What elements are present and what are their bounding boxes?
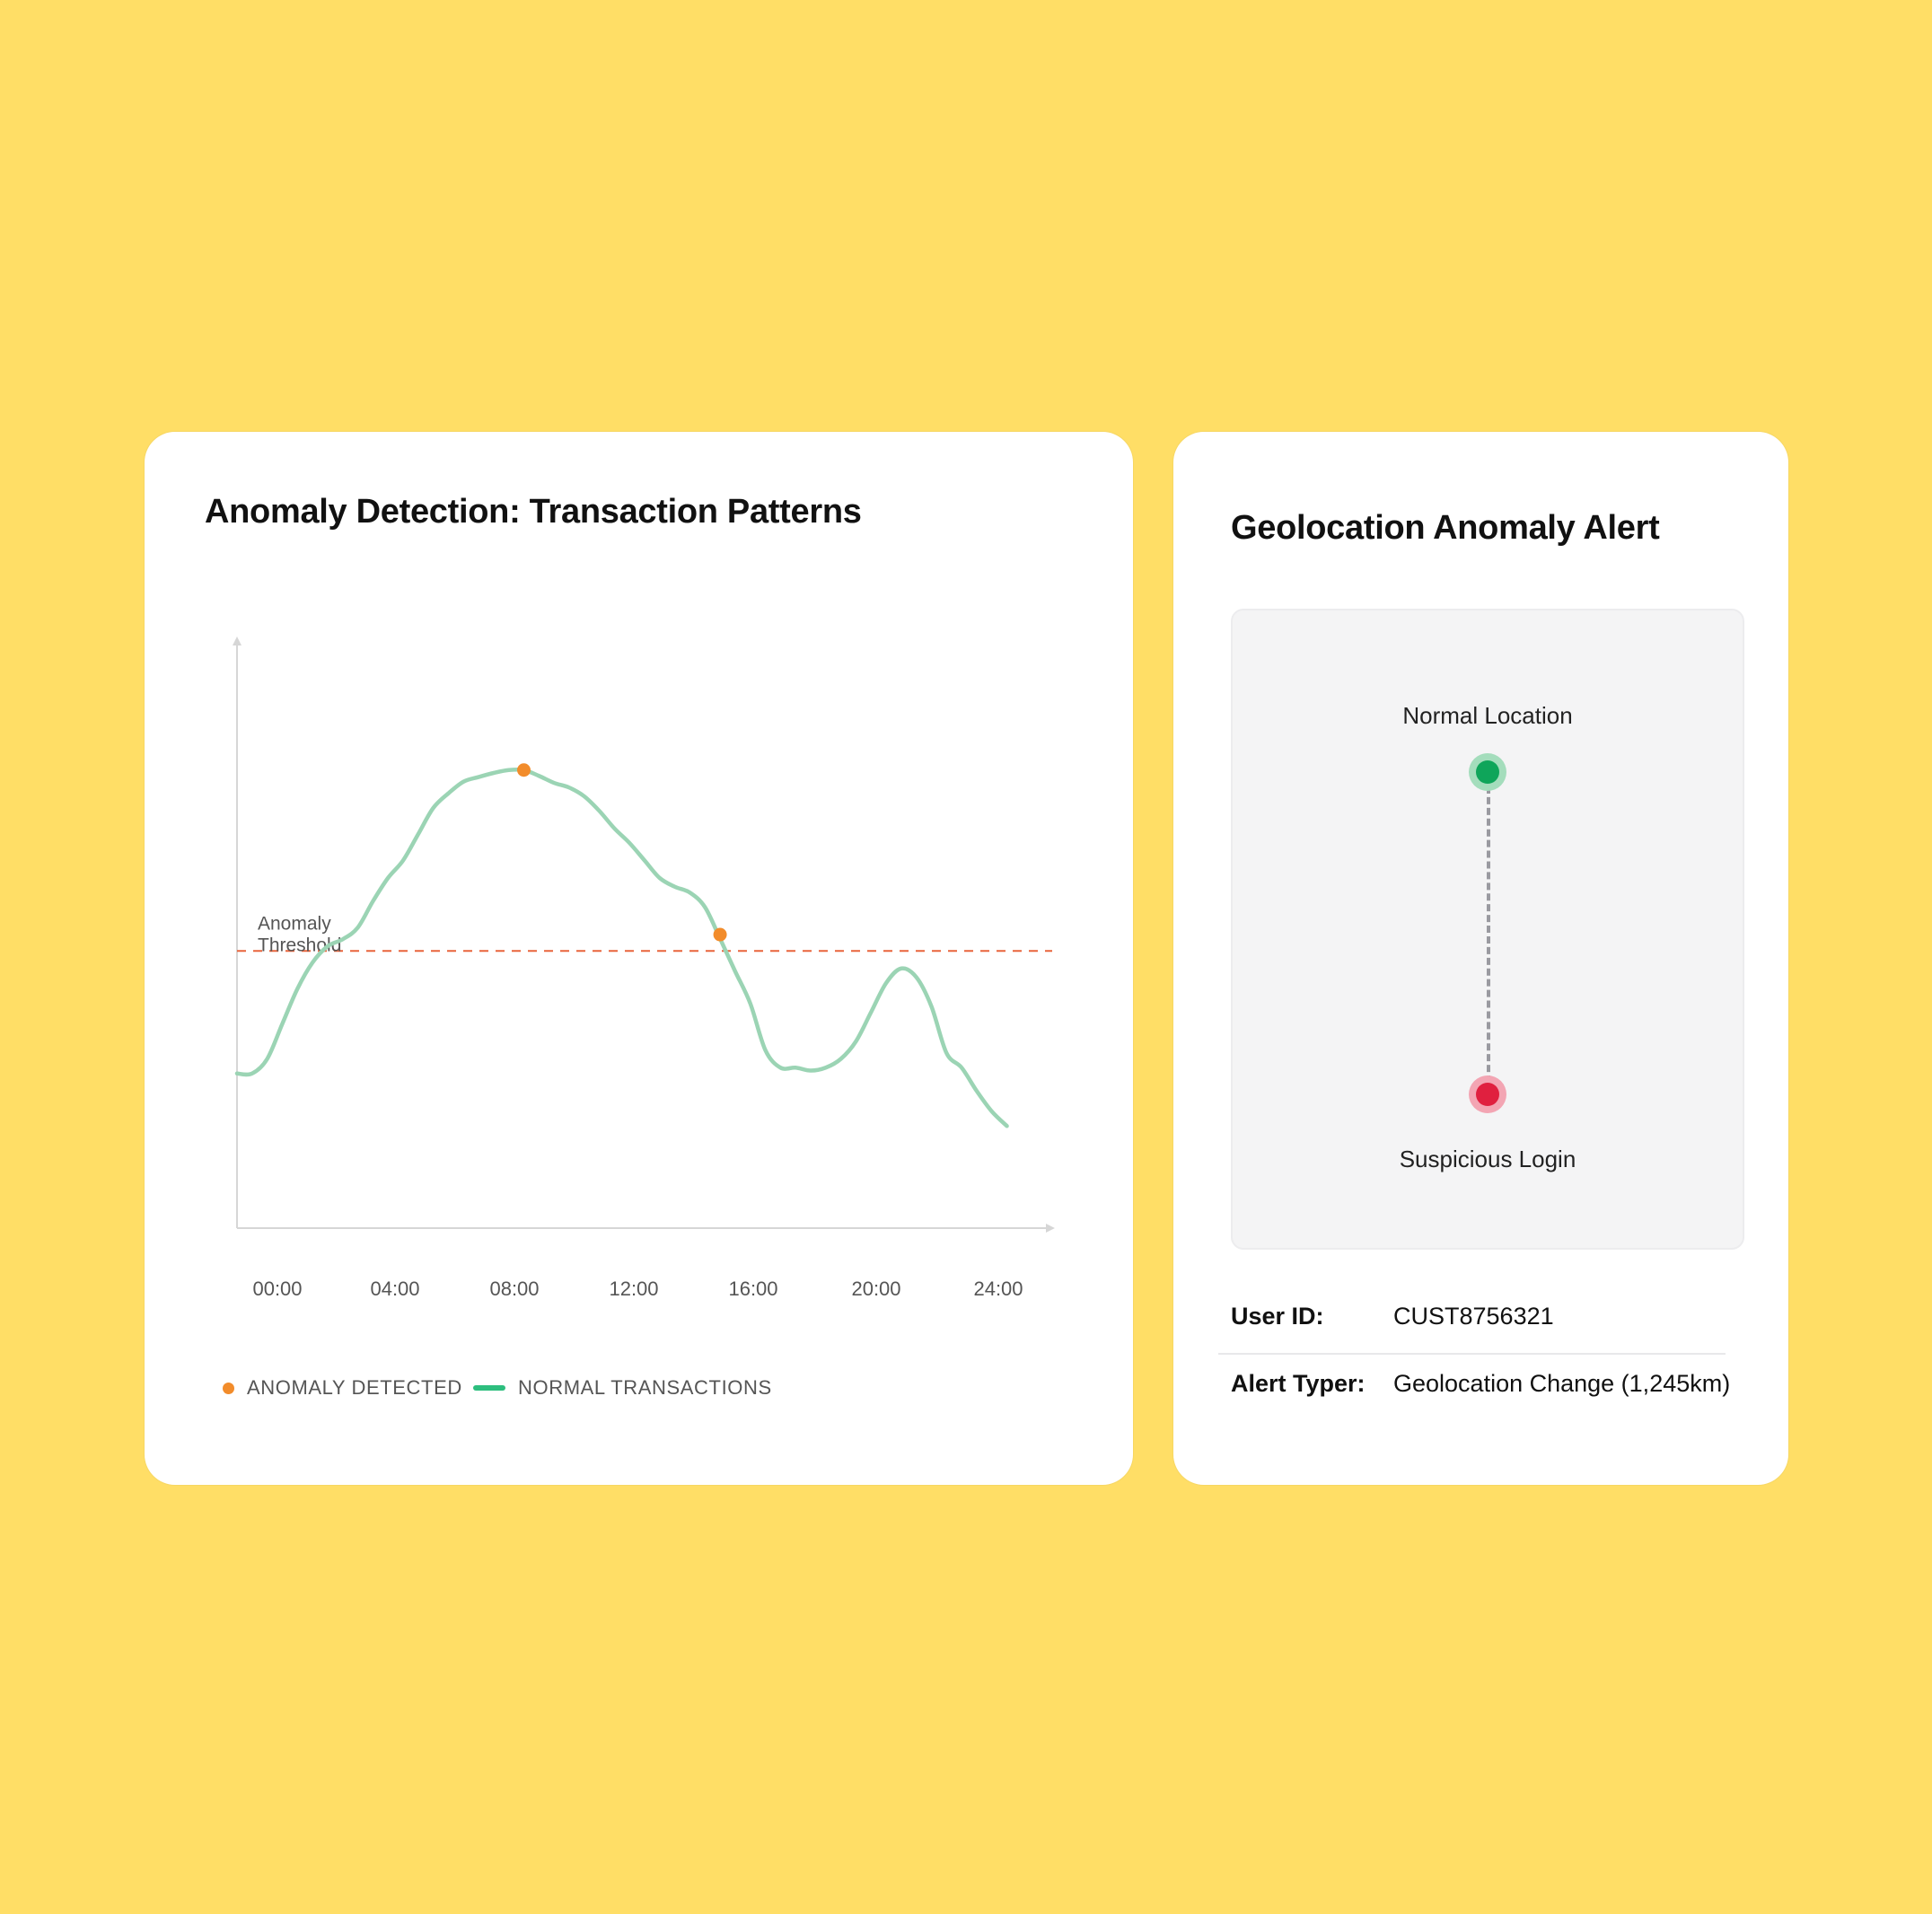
suspicious-login-label: Suspicious Login bbox=[1399, 1146, 1576, 1172]
alert-type-value: Geolocation Change (1,245km) bbox=[1393, 1370, 1731, 1397]
legend-normal-transactions: NORMAL TRANSACTIONS bbox=[473, 1376, 772, 1400]
user-id-value: CUST8756321 bbox=[1393, 1303, 1554, 1330]
normal-line-icon bbox=[473, 1385, 505, 1391]
location-connector-line bbox=[1487, 786, 1490, 1083]
suspicious-login-pin-icon[interactable] bbox=[1469, 1076, 1506, 1113]
threshold-label: Anomaly Threshold bbox=[258, 913, 341, 955]
location-map: Normal Location Suspicious Login bbox=[1231, 609, 1744, 1250]
geo-card-title: Geolocation Anomaly Alert bbox=[1231, 509, 1660, 547]
x-tick-label: 20:00 bbox=[851, 1277, 900, 1300]
anomaly-point-1 bbox=[713, 927, 727, 942]
legend-anomaly-label: ANOMALY DETECTED bbox=[247, 1376, 462, 1399]
x-tick-label: 04:00 bbox=[370, 1277, 419, 1300]
transaction-line-chart: Anomaly Threshold 00:00 04:00 08:00 12:00 16:… bbox=[233, 637, 1055, 1300]
alert-type-key: Alert Typer: bbox=[1231, 1370, 1366, 1397]
x-tick-label: 00:00 bbox=[252, 1277, 302, 1300]
anomaly-dot-icon bbox=[223, 1382, 234, 1394]
legend-normal-label: NORMAL TRANSACTIONS bbox=[518, 1376, 772, 1399]
legend-anomaly-detected: ANOMALY DETECTED bbox=[223, 1376, 462, 1400]
x-tick-label: 16:00 bbox=[728, 1277, 777, 1300]
x-tick-label: 12:00 bbox=[609, 1277, 658, 1300]
user-id-key: User ID: bbox=[1231, 1303, 1324, 1330]
row-divider bbox=[1218, 1353, 1726, 1355]
chart-title: Anomaly Detection: Transaction Patterns bbox=[205, 493, 862, 531]
x-axis-arrow-icon bbox=[1046, 1224, 1055, 1233]
y-axis-arrow-icon bbox=[233, 637, 242, 645]
normal-location-pin-icon[interactable] bbox=[1469, 753, 1506, 791]
series-line-0 bbox=[234, 767, 1009, 1128]
anomaly-point-0 bbox=[516, 763, 531, 777]
x-tick-label: 24:00 bbox=[973, 1277, 1023, 1300]
anomaly-chart-card: Anomaly Detection: Transaction Patterns … bbox=[145, 432, 1133, 1485]
normal-location-label: Normal Location bbox=[1402, 702, 1573, 729]
geolocation-alert-card: Geolocation Anomaly Alert Normal Locatio… bbox=[1173, 432, 1788, 1485]
x-tick-label: 08:00 bbox=[489, 1277, 539, 1300]
